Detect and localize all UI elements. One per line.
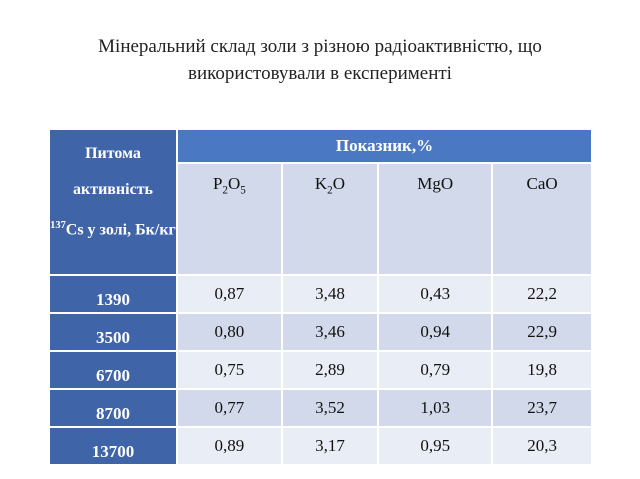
title-line: Мінеральний склад золи з різною радіоакт… xyxy=(98,36,542,57)
value-cell: 0,80 xyxy=(176,312,283,352)
value-cell: 3,48 xyxy=(280,274,380,314)
table: Питома активність 137Cs у золі, Бк/кг Пок… xyxy=(48,128,593,466)
value-cell: 23,7 xyxy=(491,388,593,428)
data-row: 8700 0,77 3,52 1,03 23,7 xyxy=(48,388,593,428)
value-cell: 3,52 xyxy=(280,388,380,428)
value-cell: 19,8 xyxy=(491,350,593,390)
row-header: Питома активність 137Cs у золі, Бк/кг xyxy=(48,128,178,276)
value-cell: 20,3 xyxy=(491,426,593,466)
value-cell: 22,2 xyxy=(491,274,593,314)
column-header: K2O xyxy=(280,162,380,276)
row-header-text: Cs у золі, Бк/кг xyxy=(65,221,176,239)
value-cell: 0,43 xyxy=(377,274,494,314)
value-cell: 0,75 xyxy=(176,350,283,390)
header-row: Питома активність 137Cs у золі, Бк/кг Пок… xyxy=(48,128,593,276)
column-header: MgO xyxy=(377,162,494,276)
value-cell: 0,79 xyxy=(377,350,494,390)
value-cell: 0,95 xyxy=(377,426,494,466)
column-header: CaO xyxy=(491,162,593,276)
value-cell: 3,17 xyxy=(280,426,380,466)
activity-cell: 8700 xyxy=(48,388,178,428)
value-cell: 0,87 xyxy=(176,274,283,314)
title-line: використовували в експерименті xyxy=(188,63,452,84)
group-header: Показник,% xyxy=(176,128,593,164)
row-header-text: Питома активність xyxy=(72,145,154,198)
value-cell: 3,46 xyxy=(280,312,380,352)
activity-cell: 6700 xyxy=(48,350,178,390)
data-row: 1390 0,87 3,48 0,43 22,2 xyxy=(48,274,593,314)
value-cell: 0,89 xyxy=(176,426,283,466)
data-row: 13700 0,89 3,17 0,95 20,3 xyxy=(48,426,593,466)
value-cell: 0,94 xyxy=(377,312,494,352)
activity-cell: 13700 xyxy=(48,426,178,466)
data-row: 6700 0,75 2,89 0,79 19,8 xyxy=(48,350,593,390)
data-row: 3500 0,80 3,46 0,94 22,9 xyxy=(48,312,593,352)
column-header: P2O5 xyxy=(176,162,283,276)
value-cell: 22,9 xyxy=(491,312,593,352)
value-cell: 1,03 xyxy=(377,388,494,428)
value-cell: 2,89 xyxy=(280,350,380,390)
activity-cell: 3500 xyxy=(48,312,178,352)
activity-cell: 1390 xyxy=(48,274,178,314)
column-row: P2O5 K2O MgO CaO xyxy=(49,162,593,276)
value-cell: 0,77 xyxy=(176,388,283,428)
isotope-mass: 137 xyxy=(50,220,66,231)
title: Мінеральний склад золи з різною радіоакт… xyxy=(0,33,640,87)
